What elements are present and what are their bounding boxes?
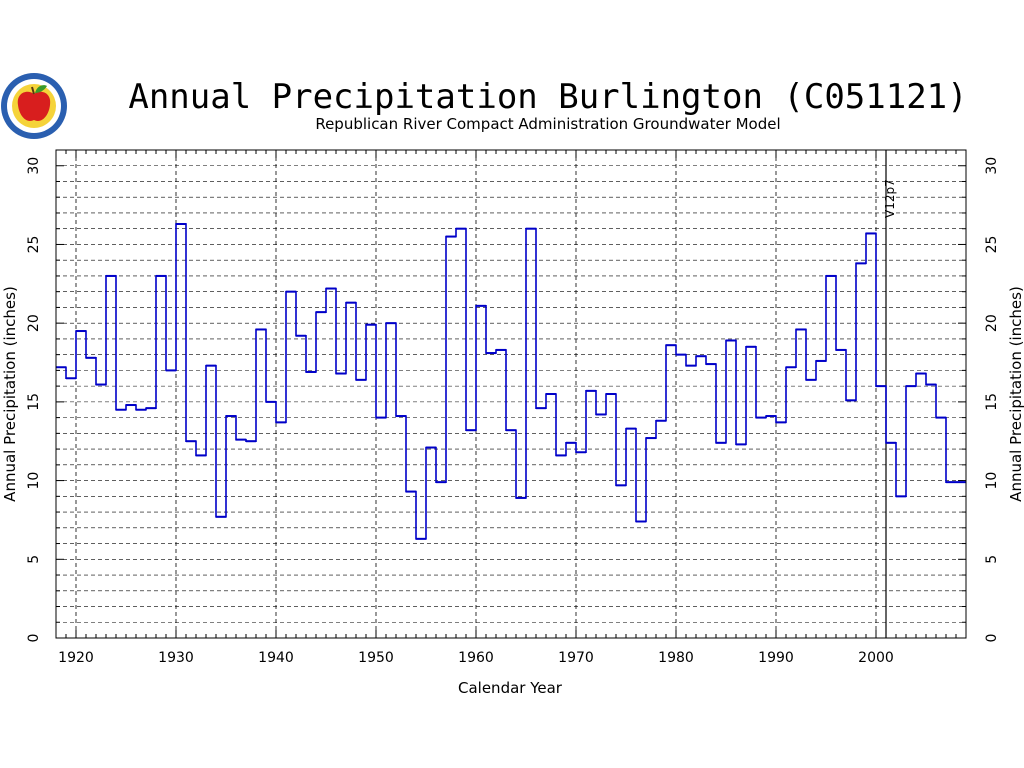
y-tick-label-left: 15 — [26, 393, 42, 411]
logo-stem — [31, 86, 35, 95]
x-tick-label: 1950 — [358, 650, 394, 666]
chart-subtitle: Republican River Compact Administration … — [315, 115, 780, 133]
y-axis-label-left: Annual Precipitation (inches) — [1, 286, 19, 502]
y-axis-label-right: Annual Precipitation (inches) — [1007, 286, 1024, 502]
y-tick-label-right: 5 — [984, 555, 1000, 564]
x-tick-label: 2000 — [858, 650, 894, 666]
x-tick-label: 1970 — [558, 650, 594, 666]
y-tick-label-left: 10 — [26, 472, 42, 490]
x-tick-label: 1960 — [458, 650, 494, 666]
y-tick-label-right: 25 — [984, 236, 1000, 254]
x-tick-label: 1920 — [58, 650, 94, 666]
y-tick-label-right: 30 — [984, 157, 1000, 175]
annotation-label: V12p7 — [883, 179, 897, 218]
y-tick-label-right: 10 — [984, 472, 1000, 490]
logo-leaf-icon — [35, 85, 47, 93]
series-steps: V12p7 — [56, 150, 966, 638]
x-tick-label: 1940 — [258, 650, 294, 666]
x-axis-label: Calendar Year — [458, 679, 563, 697]
axis-ticks: 1920 1930 1940 1950 1960 1970 1980 1990 2000 0 0 5 5… — [26, 149, 1000, 666]
x-tick-label: 1930 — [158, 650, 194, 666]
y-tick-label-left: 25 — [26, 236, 42, 254]
y-tick-label-right: 0 — [984, 634, 1000, 643]
grid-lines — [56, 150, 966, 638]
logo-apple-icon — [17, 91, 51, 121]
y-tick-label-left: 30 — [26, 157, 42, 175]
chart-title: Annual Precipitation Burlington (C051121… — [128, 77, 967, 117]
x-tick-label: 1980 — [658, 650, 694, 666]
y-tick-label-right: 20 — [984, 314, 1000, 332]
plot-frame — [55, 149, 967, 639]
y-tick-label-left: 5 — [26, 555, 42, 564]
x-tick-label: 1990 — [758, 650, 794, 666]
y-tick-label-left: 20 — [26, 314, 42, 332]
precipitation-series-line — [56, 223, 966, 540]
rrca-logo — [1, 73, 67, 139]
y-tick-label-left: 0 — [26, 634, 42, 643]
y-tick-label-right: 15 — [984, 393, 1000, 411]
